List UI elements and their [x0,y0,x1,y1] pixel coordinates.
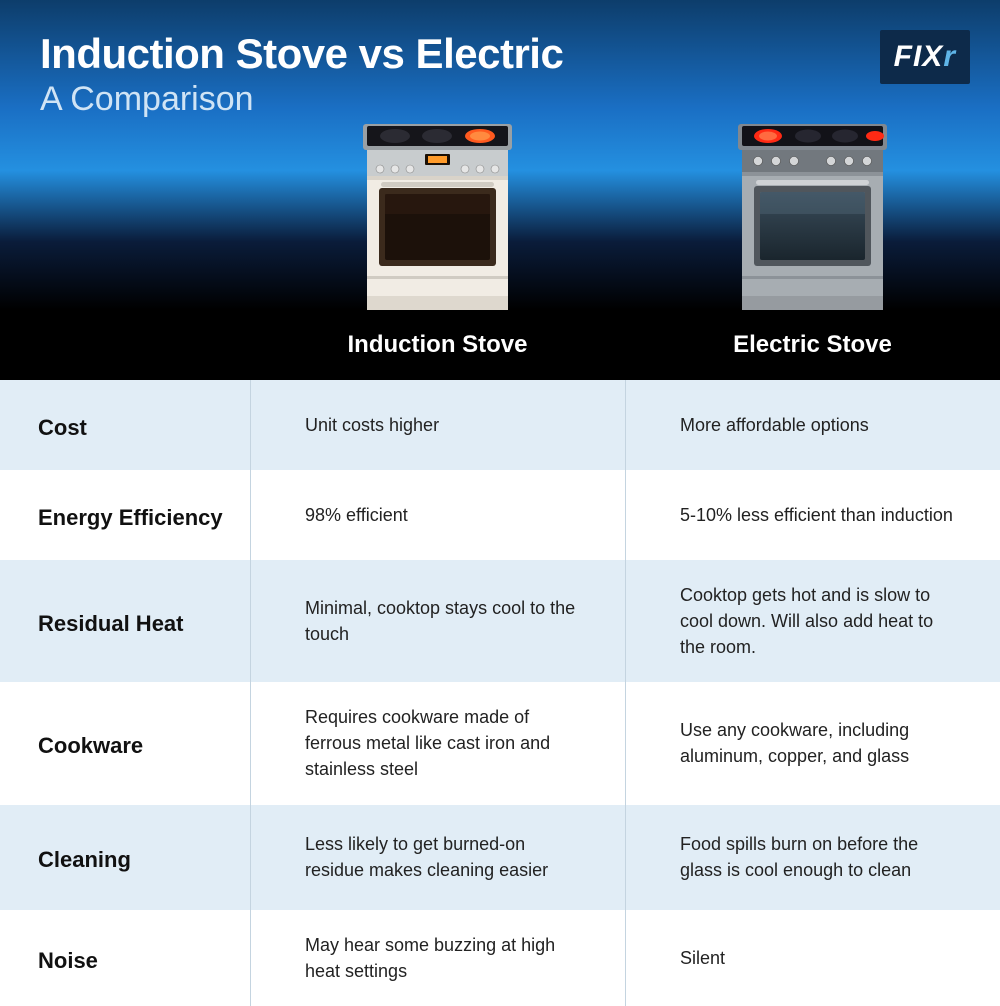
column-labels-row: Induction Stove Electric Stove [0,310,1000,380]
table-row: Cookware Requires cookware made of ferro… [0,682,1000,804]
category-cell: Cleaning [0,805,250,910]
stove-illustrations-row [0,110,1000,310]
induction-column-label: Induction Stove [250,310,625,380]
logo-badge: FIXr [880,30,970,84]
electric-value-cell: Cooktop gets hot and is slow to cool dow… [625,560,1000,682]
label-spacer [0,310,250,380]
category-cell: Noise [0,910,250,1006]
category-cell: Cookware [0,682,250,804]
induction-stove-icon [355,120,520,310]
induction-stove-cell [250,110,625,310]
electric-value-cell: 5-10% less efficient than induction [625,470,1000,560]
table-row: Energy Efficiency 98% efficient 5-10% le… [0,470,1000,560]
header: Induction Stove vs Electric A Comparison… [0,0,1000,310]
table-row: Cleaning Less likely to get burned-on re… [0,805,1000,910]
electric-stove-icon [730,120,895,310]
category-cell: Residual Heat [0,560,250,682]
electric-value-cell: More affordable options [625,380,1000,470]
induction-value-cell: Minimal, cooktop stays cool to the touch [250,560,625,682]
logo-main: FIX [894,40,944,73]
induction-value-cell: Unit costs higher [250,380,625,470]
category-cell: Energy Efficiency [0,470,250,560]
induction-value-cell: 98% efficient [250,470,625,560]
electric-stove-cell [625,110,1000,310]
electric-column-label: Electric Stove [625,310,1000,380]
electric-value-cell: Use any cookware, including aluminum, co… [625,682,1000,804]
comparison-table: Cost Unit costs higher More affordable o… [0,380,1000,1006]
electric-value-cell: Food spills burn on before the glass is … [625,805,1000,910]
table-row: Noise May hear some buzzing at high heat… [0,910,1000,1006]
induction-value-cell: Requires cookware made of ferrous metal … [250,682,625,804]
logo-text: FIXr [894,40,956,73]
induction-value-cell: May hear some buzzing at high heat setti… [250,910,625,1006]
logo-accent: r [943,40,956,73]
page-title: Induction Stove vs Electric [40,30,960,78]
table-row: Residual Heat Minimal, cooktop stays coo… [0,560,1000,682]
category-cell: Cost [0,380,250,470]
spacer-cell [0,110,250,310]
table-row: Cost Unit costs higher More affordable o… [0,380,1000,470]
induction-value-cell: Less likely to get burned-on residue mak… [250,805,625,910]
electric-value-cell: Silent [625,910,1000,1006]
